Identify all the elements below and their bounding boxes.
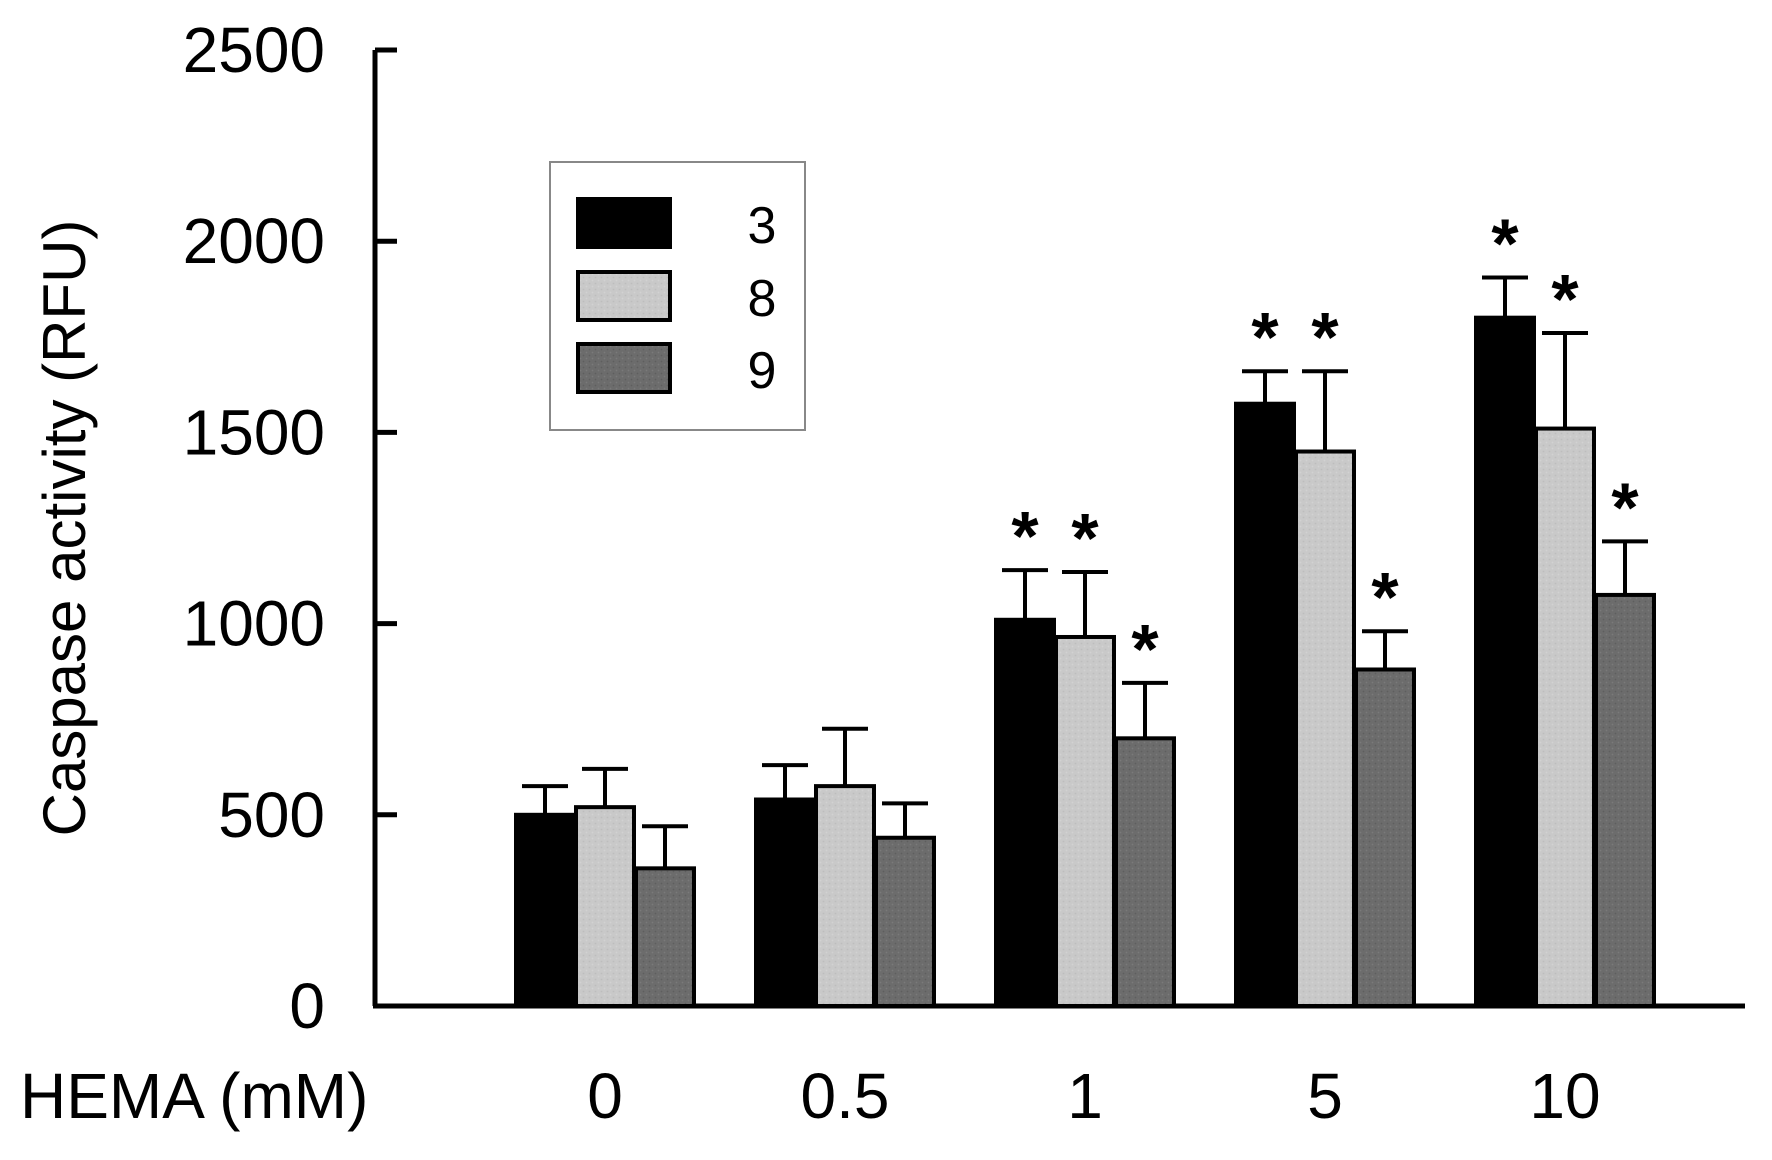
significance-marker-series-3-10: *	[1491, 205, 1519, 283]
bar-series-8-0	[574, 805, 636, 1008]
y-tick-label-2000: 2000	[183, 205, 325, 277]
bar-series-9-1	[1114, 736, 1176, 1008]
legend-swatch-3	[576, 197, 672, 249]
bar-series-8-5	[1294, 449, 1356, 1008]
x-tick-label-5: 5	[1307, 1060, 1343, 1132]
bar-series-3-5	[1234, 401, 1296, 1009]
legend-label-9: 9	[748, 342, 777, 400]
y-tick-label-2500: 2500	[183, 14, 325, 86]
significance-marker-series-3-1: *	[1011, 497, 1039, 575]
legend-label-3: 3	[748, 197, 777, 255]
bar-series-9-5	[1354, 667, 1416, 1008]
significance-marker-series-8-5: *	[1311, 298, 1339, 376]
significance-marker-series-8-1: *	[1071, 499, 1099, 577]
bar-series-8-0.5	[814, 784, 876, 1008]
significance-marker-series-9-10: *	[1611, 468, 1639, 546]
y-tick-label-500: 500	[218, 779, 325, 851]
x-tick-label-0.5: 0.5	[801, 1060, 890, 1132]
bar-series-8-10	[1534, 426, 1596, 1008]
legend-swatch-8	[576, 270, 672, 322]
y-tick-label-1000: 1000	[183, 588, 325, 660]
bar-series-9-0	[634, 866, 696, 1008]
x-tick-label-1: 1	[1067, 1060, 1103, 1132]
legend-label-8: 8	[748, 270, 777, 328]
bar-series-8-1	[1054, 634, 1116, 1008]
x-axis-title: HEMA (mM)	[20, 1060, 368, 1132]
y-tick-label-1500: 1500	[183, 396, 325, 468]
plot-area: 0 500 1000 1500 2000 2500 Caspase activity (RF…	[20, 14, 1745, 1132]
bar-series-3-0.5	[754, 797, 816, 1009]
bar-series-3-0	[514, 812, 576, 1008]
bar-series-9-0.5	[874, 835, 936, 1009]
y-axis-title: Caspase activity (RFU)	[31, 220, 98, 837]
x-tick-label-0: 0	[587, 1060, 623, 1132]
bar-series-3-1	[994, 617, 1056, 1008]
significance-marker-series-3-5: *	[1251, 298, 1279, 376]
x-tick-label-10: 10	[1529, 1060, 1600, 1132]
y-tick-label-0: 0	[289, 970, 325, 1042]
significance-marker-series-8-10: *	[1551, 260, 1579, 338]
significance-marker-series-9-5: *	[1371, 558, 1399, 636]
legend-swatch-9	[576, 342, 672, 394]
significance-marker-series-9-1: *	[1131, 610, 1159, 688]
bar-series-3-10	[1474, 315, 1536, 1008]
bar-series-9-10	[1594, 592, 1656, 1008]
